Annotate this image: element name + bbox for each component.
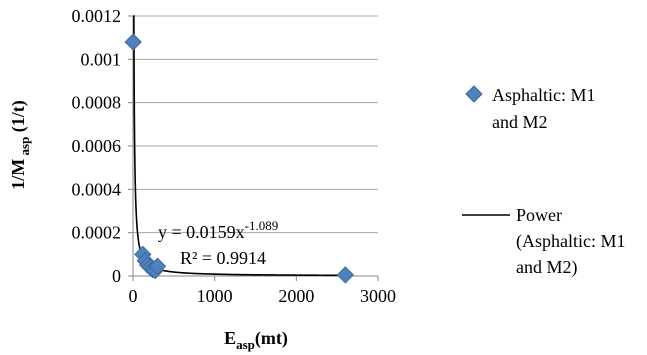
y-tick-label: 0.0006: [72, 136, 122, 156]
x-axis-title: Easp(mt): [224, 328, 288, 352]
legend-trendline-line: and M2): [516, 257, 578, 278]
data-points: [124, 33, 355, 284]
r-squared-label: R² = 0.9914: [180, 248, 266, 268]
y-tick-label: 0.0012: [72, 6, 122, 26]
gridlines: [133, 15, 378, 234]
legend-series-label: Asphaltic: M1 and M2: [492, 85, 596, 132]
x-tick-label: 3000: [360, 286, 396, 306]
y-tick-label: 0.0004: [72, 179, 122, 199]
legend-marker-diamond: [465, 85, 483, 103]
trendline-equation: y = 0.0159x-1.089: [158, 218, 278, 242]
y-tick-label: 0.0008: [72, 93, 122, 113]
legend-trendline-line: Power: [516, 205, 562, 225]
legend: Asphaltic: M1 and M2 Power (Asphaltic: M1 a…: [462, 85, 626, 278]
y-axis-title: 1/M asp (1/t): [8, 100, 32, 190]
data-point: [336, 266, 355, 284]
y-tick-label: 0: [112, 266, 121, 286]
x-tick-label: 1000: [197, 286, 233, 306]
data-point: [124, 33, 142, 51]
data-point: [148, 257, 167, 275]
legend-series-line: and M2: [492, 112, 548, 132]
x-tick-label: 0: [129, 286, 138, 306]
x-tick-label: 2000: [278, 286, 314, 306]
legend-trendline-label: Power (Asphaltic: M1 and M2): [516, 205, 626, 278]
y-tick-label: 0.0002: [72, 223, 122, 243]
x-tick-labels: 0 1000 2000 3000: [129, 286, 397, 306]
y-tick-labels: 0 0.0002 0.0004 0.0006 0.0008 0.001 0.0012: [72, 6, 122, 286]
legend-series-line: Asphaltic: M1: [492, 85, 596, 105]
legend-trendline-line: (Asphaltic: M1: [516, 231, 626, 252]
y-tick-label: 0.001: [81, 49, 122, 69]
